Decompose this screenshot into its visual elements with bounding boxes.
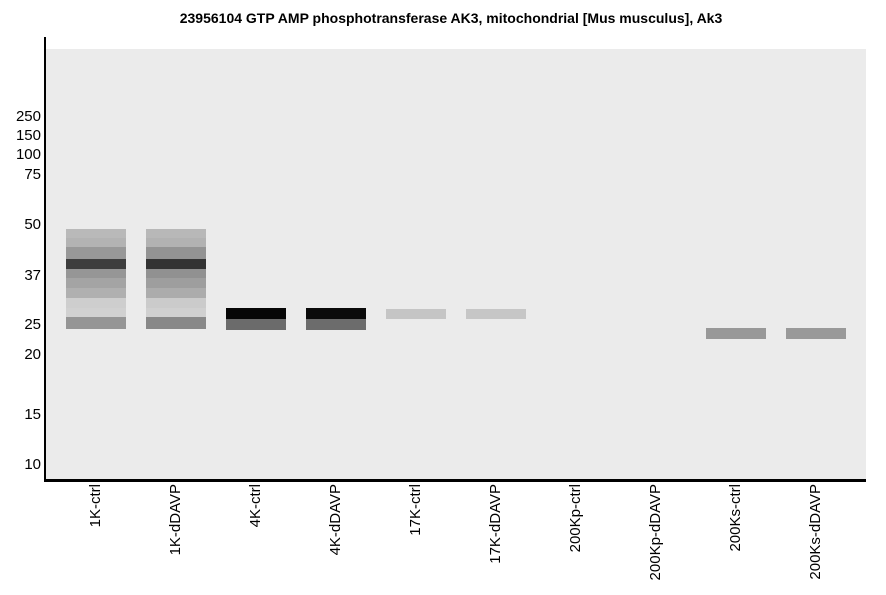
x-label-4K-ctrl: 4K-ctrl: [247, 484, 264, 528]
band-1K-dDAVP-43kda: [146, 247, 206, 259]
x-axis-line: [44, 479, 866, 482]
chart-title: 23956104 GTP AMP phosphotransferase AK3,…: [179, 10, 723, 26]
band-1K-dDAVP-48kda: [146, 229, 206, 238]
band-200Ks-dDAVP-24kda: [786, 328, 846, 339]
lane-4K-ctrl: [226, 49, 286, 479]
x-label-4K-dDAVP: 4K-dDAVP: [327, 484, 344, 556]
band-1K-ctrl-38kda: [66, 269, 126, 278]
band-1K-ctrl-25kda: [66, 317, 126, 329]
band-1K-dDAVP-38kda: [146, 269, 206, 278]
x-label-17K-dDAVP: 17K-dDAVP: [487, 484, 504, 564]
band-17K-dDAVP-27kda: [466, 309, 526, 319]
band-1K-ctrl-28kda: [66, 308, 126, 317]
band-1K-dDAVP-33kda: [146, 288, 206, 298]
lane-17K-ctrl: [386, 49, 446, 479]
band-1K-dDAVP-46kda: [146, 238, 206, 247]
x-label-200Ks-ctrl: 200Ks-ctrl: [727, 484, 744, 552]
lane-200Kp-ctrl: [546, 49, 606, 479]
y-tick-label-100: 100: [15, 146, 41, 163]
band-17K-ctrl-27kda: [386, 309, 446, 319]
band-1K-dDAVP-28kda: [146, 308, 206, 317]
x-label-200Kp-dDAVP: 200Kp-dDAVP: [647, 484, 664, 581]
y-tick-label-250: 250: [15, 108, 41, 125]
y-tick-label-20: 20: [24, 346, 41, 363]
lane-200Ks-ctrl: [706, 49, 766, 479]
band-1K-dDAVP-25kda: [146, 317, 206, 329]
band-1K-dDAVP-40kda: [146, 259, 206, 269]
band-1K-ctrl-48kda: [66, 229, 126, 238]
y-tick-label-10: 10: [24, 456, 41, 473]
y-tick-label-150: 150: [15, 127, 41, 144]
band-1K-dDAVP-35kda: [146, 278, 206, 288]
lane-17K-dDAVP: [466, 49, 526, 479]
band-1K-ctrl-33kda: [66, 288, 126, 298]
lane-4K-dDAVP: [306, 49, 366, 479]
x-label-1K-dDAVP: 1K-dDAVP: [167, 484, 184, 556]
band-4K-ctrl-28kda: [226, 308, 286, 319]
y-tick-label-50: 50: [24, 216, 41, 233]
x-label-200Kp-ctrl: 200Kp-ctrl: [567, 484, 584, 553]
y-tick-label-37: 37: [24, 267, 41, 284]
band-200Ks-ctrl-24kda: [706, 328, 766, 339]
band-1K-ctrl-35kda: [66, 278, 126, 288]
x-label-1K-ctrl: 1K-ctrl: [87, 484, 104, 528]
x-label-200Ks-dDAVP: 200Ks-dDAVP: [807, 484, 824, 580]
y-tick-label-15: 15: [24, 406, 41, 423]
band-1K-ctrl-30kda: [66, 298, 126, 308]
lane-200Kp-dDAVP: [626, 49, 686, 479]
band-4K-ctrl-25kda: [226, 319, 286, 330]
band-1K-dDAVP-30kda: [146, 298, 206, 308]
band-1K-ctrl-40kda: [66, 259, 126, 269]
band-1K-ctrl-46kda: [66, 238, 126, 247]
x-label-17K-ctrl: 17K-ctrl: [407, 484, 424, 536]
band-4K-dDAVP-25kda: [306, 319, 366, 330]
y-tick-label-25: 25: [24, 316, 41, 333]
lane-200Ks-dDAVP: [786, 49, 846, 479]
y-axis-line: [44, 37, 46, 482]
band-1K-ctrl-43kda: [66, 247, 126, 259]
lane-1K-dDAVP: [146, 49, 206, 479]
lane-1K-ctrl: [66, 49, 126, 479]
band-4K-dDAVP-28kda: [306, 308, 366, 319]
y-tick-label-75: 75: [24, 166, 41, 183]
